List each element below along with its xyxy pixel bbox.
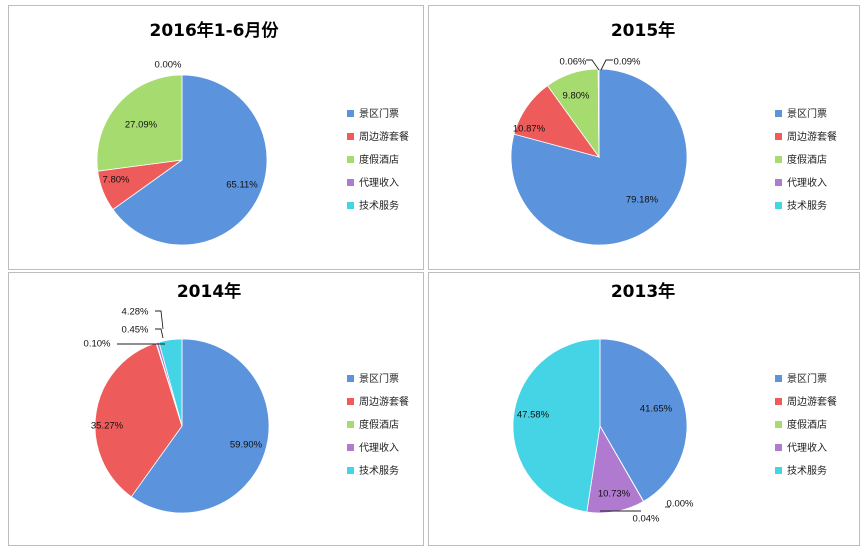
legend-swatch	[775, 110, 782, 117]
data-label: 59.90%	[230, 440, 263, 451]
data-label: 0.10%	[84, 339, 111, 350]
legend-label: 技术服务	[787, 199, 827, 212]
pie-slice-2	[94, 342, 183, 498]
pie-slice-1	[599, 338, 688, 502]
legend-swatch	[347, 156, 354, 163]
legend-label: 技术服务	[359, 464, 399, 477]
legend-label: 景区门票	[787, 107, 827, 120]
chart-panel-2016: 2016年1-6月份 65.11% 7.80% 27.09% 0.00% 景区门票周边游套…	[8, 5, 424, 270]
legend-label: 代理收入	[787, 176, 827, 189]
legend-label: 景区门票	[787, 372, 827, 385]
legend-label: 度假酒店	[787, 418, 827, 431]
legend-swatch	[775, 133, 782, 140]
legend-swatch	[347, 467, 354, 474]
chart-panel-2014: 2014年 59.90% 35.27% 0.10% 0.45% 4.28% 景区门票周边游套…	[8, 272, 424, 546]
pie-chart-svg: 2015年 79.18% 10.87% 9.80% 0.06% 0.09% 景区门票周边游套…	[510, 20, 837, 246]
legend-swatch	[775, 444, 782, 451]
legend-label: 技术服务	[787, 464, 827, 477]
pie-slice-5	[158, 338, 183, 427]
legend-swatch	[347, 202, 354, 209]
legend-swatch	[347, 421, 354, 428]
data-label: 0.04%	[633, 514, 660, 525]
pie-slice-5	[512, 338, 601, 513]
pie-slice-1	[130, 338, 270, 514]
data-label: 4.28%	[122, 307, 149, 318]
data-label: 10.73%	[598, 489, 631, 500]
leader-line	[586, 59, 600, 71]
legend-label: 景区门票	[359, 372, 399, 385]
chart-title: 2013年	[611, 281, 675, 302]
leader-line	[155, 310, 164, 330]
legend-label: 周边游套餐	[787, 130, 837, 143]
leader-line	[155, 328, 164, 339]
data-label: 9.80%	[563, 91, 590, 102]
data-label: 0.09%	[614, 57, 641, 68]
leader-line	[600, 59, 613, 71]
data-label: 0.06%	[560, 57, 587, 68]
legend-swatch	[775, 156, 782, 163]
data-label: 65.11%	[226, 180, 258, 191]
legend-label: 周边游套餐	[359, 130, 409, 143]
legend-swatch	[347, 398, 354, 405]
data-label: 0.00%	[155, 60, 182, 71]
chart-title: 2015年	[611, 20, 675, 41]
legend-swatch	[347, 110, 354, 117]
data-label: 7.80%	[103, 175, 130, 186]
data-label: 0.00%	[667, 499, 694, 510]
legend-label: 景区门票	[359, 107, 399, 120]
legend-swatch	[775, 421, 782, 428]
legend-label: 代理收入	[359, 176, 399, 189]
data-label: 10.87%	[513, 124, 546, 135]
legend-swatch	[347, 133, 354, 140]
data-label: 35.27%	[91, 421, 124, 432]
legend-label: 代理收入	[787, 441, 827, 454]
data-label: 0.45%	[122, 325, 149, 336]
legend-label: 周边游套餐	[787, 395, 837, 408]
data-label: 41.65%	[640, 404, 673, 415]
legend-label: 度假酒店	[787, 153, 827, 166]
data-label: 47.58%	[517, 410, 550, 421]
legend-label: 度假酒店	[359, 418, 399, 431]
data-label: 79.18%	[626, 195, 659, 206]
legend-swatch	[775, 398, 782, 405]
legend-swatch	[775, 467, 782, 474]
legend-label: 周边游套餐	[359, 395, 409, 408]
pie-chart-svg: 2013年 41.65% 0.00% 0.04% 10.73% 47.58% 景区门票周边游…	[512, 281, 837, 525]
pie-chart-svg: 2014年 59.90% 35.27% 0.10% 0.45% 4.28% 景区门票周边游套…	[84, 281, 409, 514]
chart-title: 2014年	[177, 281, 241, 302]
pie-slice-5	[598, 68, 600, 158]
legend-swatch	[347, 179, 354, 186]
chart-title: 2016年1-6月份	[149, 20, 279, 41]
legend-swatch	[775, 375, 782, 382]
pie-chart-svg: 2016年1-6月份 65.11% 7.80% 27.09% 0.00% 景区门票周边游套…	[96, 20, 409, 246]
legend-swatch	[347, 444, 354, 451]
legend-swatch	[775, 179, 782, 186]
legend-label: 度假酒店	[359, 153, 399, 166]
pie-slice-1	[112, 74, 268, 246]
chart-panel-2015: 2015年 79.18% 10.87% 9.80% 0.06% 0.09% 景区门票周边游套…	[428, 5, 860, 270]
legend-label: 代理收入	[359, 441, 399, 454]
pie-slice-3	[96, 74, 183, 172]
legend-swatch	[775, 202, 782, 209]
legend-swatch	[347, 375, 354, 382]
chart-panel-2013: 2013年 41.65% 0.00% 0.04% 10.73% 47.58% 景区门票周边游…	[428, 272, 860, 546]
legend-label: 技术服务	[359, 199, 399, 212]
data-label: 27.09%	[125, 120, 158, 131]
